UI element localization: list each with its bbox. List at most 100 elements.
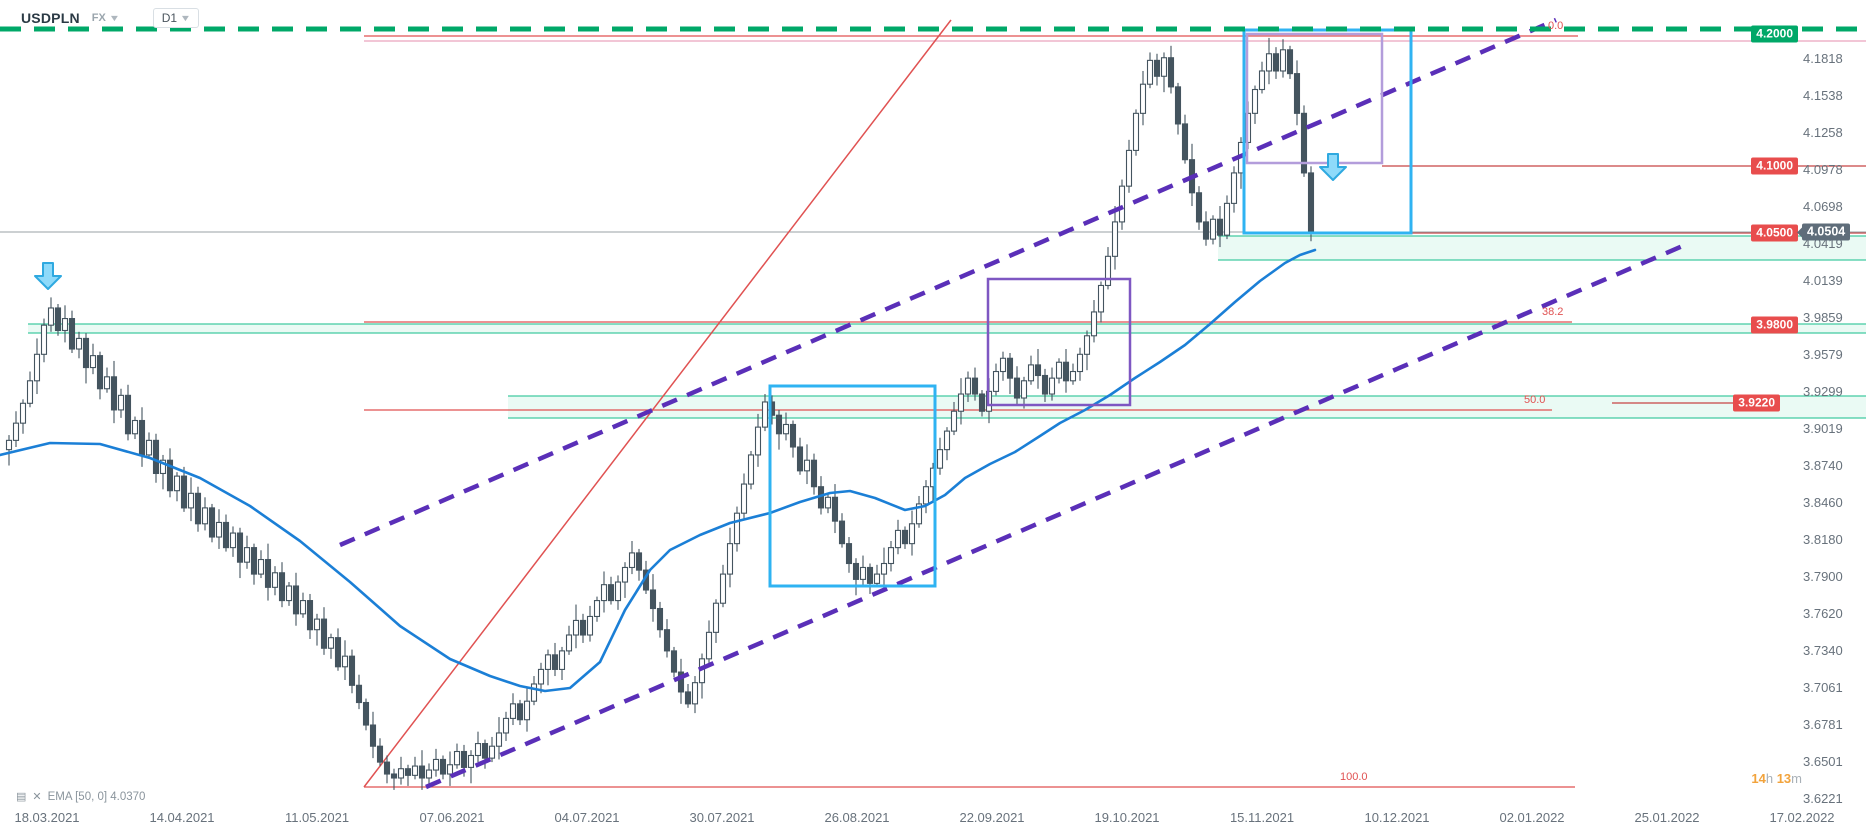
price-axis-label: 3.8180 xyxy=(1803,532,1843,547)
candle-body xyxy=(705,631,713,660)
candle-body xyxy=(250,547,258,575)
price-axis-label: 4.0978 xyxy=(1803,162,1843,177)
candle-body xyxy=(306,600,314,631)
date-axis-label: 17.02.2022 xyxy=(1769,810,1835,825)
candle-body xyxy=(54,307,62,332)
price-level-badge: 3.9800 xyxy=(1751,316,1798,334)
candle-body xyxy=(1160,57,1168,77)
candle-body xyxy=(775,414,783,435)
candle-body xyxy=(1111,221,1119,257)
price-axis-label: 4.0698 xyxy=(1803,199,1843,214)
candle-body xyxy=(215,521,223,538)
candle-body xyxy=(789,423,797,448)
date-axis-label: 26.08.2021 xyxy=(824,810,890,825)
indicator-settings-icon[interactable]: ▤ xyxy=(16,791,27,803)
market-group-selector[interactable]: FX ▼ xyxy=(91,12,121,24)
chevron-down-icon: ▼ xyxy=(108,13,121,23)
price-axis-label: 3.9019 xyxy=(1803,421,1843,436)
date-axis-label: 15.11.2021 xyxy=(1229,810,1295,825)
candle-body xyxy=(432,758,440,771)
candle-body xyxy=(1265,53,1273,72)
candle-body xyxy=(439,758,447,775)
candle-body xyxy=(782,423,790,435)
date-axis-label: 11.05.2021 xyxy=(284,810,350,825)
candle-body xyxy=(117,394,125,411)
price-axis-label: 4.0139 xyxy=(1803,273,1843,288)
candle-body xyxy=(635,552,643,571)
candle-body xyxy=(726,543,734,575)
price-axis-label: 3.7061 xyxy=(1803,680,1843,695)
candle-body xyxy=(313,618,321,631)
price-axis-label: 3.8740 xyxy=(1803,458,1843,473)
candle-body xyxy=(1090,311,1098,337)
candle-body xyxy=(712,602,720,633)
date-axis-label: 14.04.2021 xyxy=(149,810,215,825)
candle-body xyxy=(75,337,83,350)
candle-body xyxy=(1146,59,1154,85)
candle-body xyxy=(1230,172,1238,204)
candle-body xyxy=(327,637,335,649)
candle-body xyxy=(152,439,160,475)
date-axis-label: 10.12.2021 xyxy=(1364,810,1430,825)
candle-body xyxy=(1293,73,1301,114)
candle-body xyxy=(859,566,867,580)
candle-body xyxy=(936,449,944,469)
candle-body xyxy=(551,654,559,670)
candle-body xyxy=(509,703,517,719)
price-axis-label: 3.6501 xyxy=(1803,754,1843,769)
candle-body xyxy=(607,584,615,602)
candle-body xyxy=(495,732,503,747)
price-axis-label: 3.6781 xyxy=(1803,717,1843,732)
candle-body xyxy=(1251,88,1259,114)
candle-body xyxy=(586,615,594,636)
candle-body xyxy=(740,483,748,514)
fib-level-label: 38.2 xyxy=(1542,306,1564,318)
candle-body xyxy=(1272,53,1280,72)
candle-body xyxy=(103,376,111,390)
purple-annotation-rect xyxy=(986,277,1132,407)
candle-body xyxy=(824,496,832,509)
candle-body xyxy=(922,486,930,505)
price-level-badge: 3.9220 xyxy=(1733,394,1780,412)
candle-body xyxy=(1209,218,1217,240)
candle-body xyxy=(873,573,881,584)
price-axis-label: 3.7900 xyxy=(1803,569,1843,584)
cyan-annotation-rect xyxy=(768,384,937,588)
candle-body xyxy=(19,402,27,424)
price-axis-label: 3.6221 xyxy=(1803,791,1843,806)
trendline xyxy=(363,19,952,788)
date-axis-label: 02.01.2022 xyxy=(1499,810,1565,825)
lavender-annotation-rect xyxy=(1245,32,1384,165)
candle-body xyxy=(292,585,300,615)
indicator-remove-icon[interactable]: ✕ xyxy=(32,791,42,803)
timeframe-dropdown[interactable]: D1 ▼ xyxy=(152,8,200,28)
candle-body xyxy=(950,410,958,432)
candle-body xyxy=(1020,380,1028,399)
candle-countdown-timer: 14h 13m xyxy=(1751,771,1802,786)
candle-body xyxy=(12,422,20,441)
candle-body xyxy=(1048,377,1056,395)
chart-topbar: USDPLN FX ▼ D1 ▼ xyxy=(21,8,200,28)
candle-body xyxy=(502,717,510,734)
candle-body xyxy=(89,355,97,369)
candle-body xyxy=(761,401,769,428)
candle-body xyxy=(488,745,496,759)
candle-body xyxy=(565,634,573,652)
candle-body xyxy=(376,745,384,763)
candle-body xyxy=(166,459,174,492)
symbol-title: USDPLN xyxy=(21,10,80,26)
candle-body xyxy=(418,765,426,779)
candle-body xyxy=(341,655,349,668)
candle-body xyxy=(285,585,293,602)
candle-body xyxy=(831,496,839,522)
price-axis-label: 3.8460 xyxy=(1803,495,1843,510)
candle-body xyxy=(404,768,412,776)
candle-body xyxy=(187,492,195,509)
candle-body xyxy=(978,393,986,412)
candle-body xyxy=(278,572,286,602)
candle-body xyxy=(40,324,48,355)
candle-body xyxy=(530,683,538,702)
candle-body xyxy=(33,353,41,382)
